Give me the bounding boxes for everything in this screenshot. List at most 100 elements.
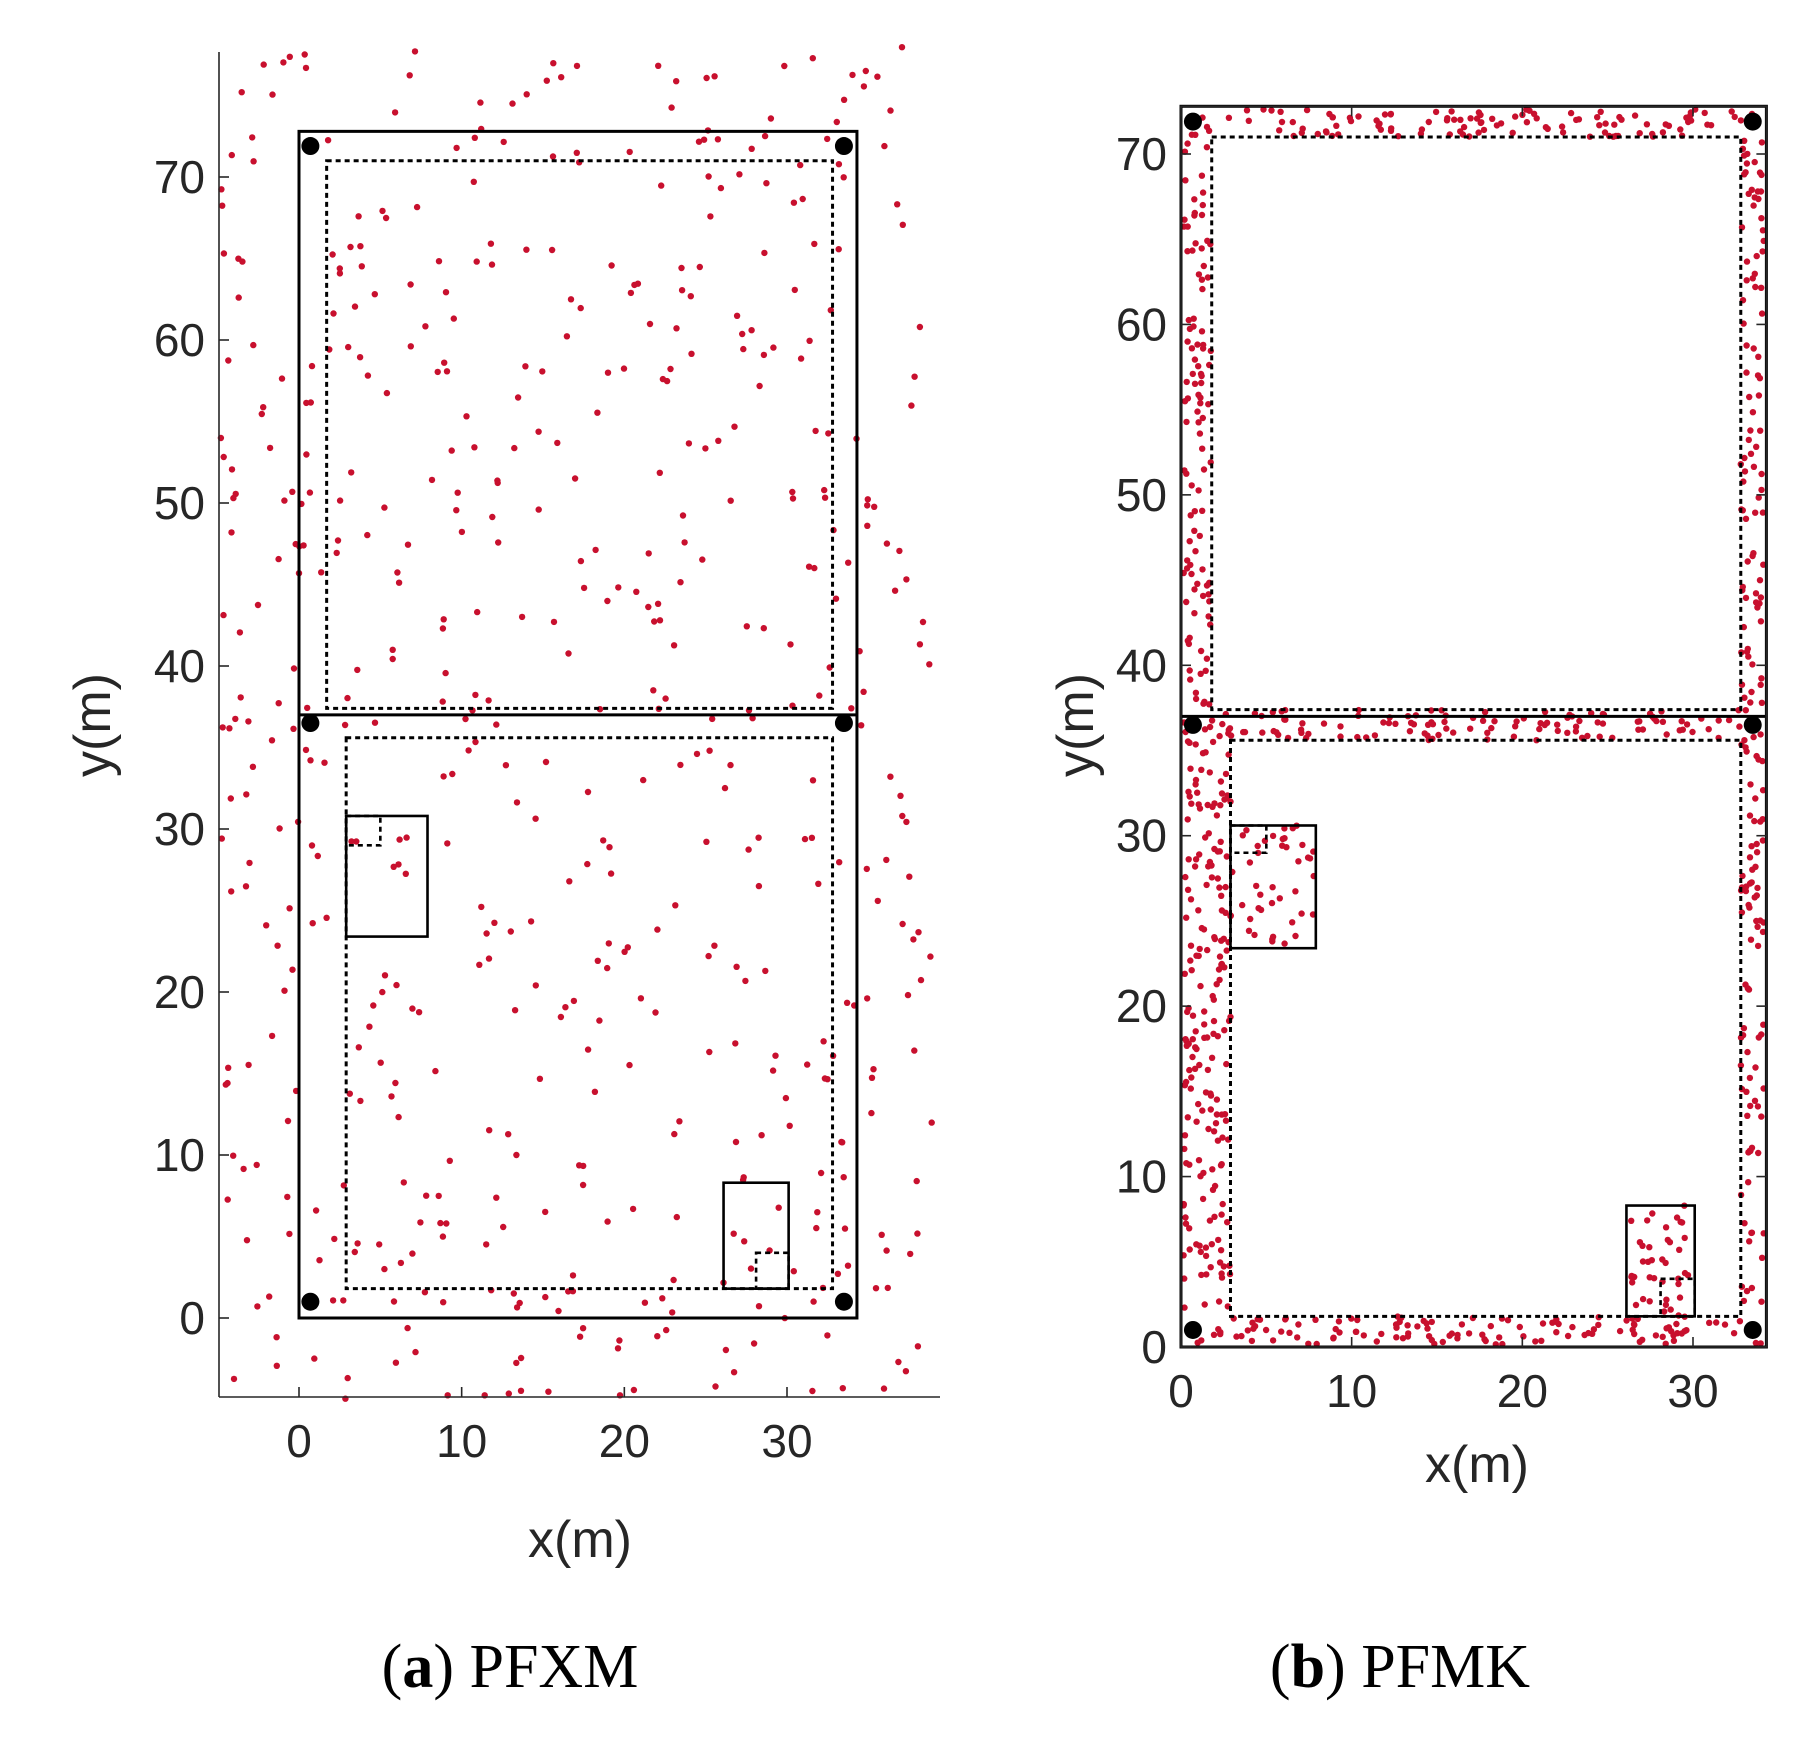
panel-b-particle — [1299, 720, 1305, 726]
panel-a-particle — [604, 965, 610, 971]
panel-b-particle — [1184, 1009, 1190, 1015]
panel-a-particle — [816, 692, 822, 698]
panel-b-particle — [1750, 409, 1756, 415]
panel-b-particle — [1488, 725, 1494, 731]
panel-a-particle — [663, 1327, 669, 1333]
panel-b-particle — [1743, 707, 1749, 713]
panel-b-particle — [1183, 599, 1189, 605]
panel-b-particle — [1520, 1333, 1526, 1339]
panel-b-particle — [1216, 733, 1222, 739]
panel-a-particle — [436, 258, 442, 264]
panel-a-particle — [899, 44, 905, 50]
panel-a-particle — [240, 1166, 246, 1172]
panel-a-particle — [323, 915, 329, 921]
panel-b-particle — [1184, 140, 1190, 146]
panel-b-particle — [1298, 727, 1304, 733]
panel-a-particle — [440, 625, 446, 631]
panel-b-particle — [1752, 894, 1758, 900]
panel-a-particle — [392, 1080, 398, 1086]
panel-a-particle — [532, 816, 538, 822]
panel-a-particle — [858, 722, 864, 728]
panel-a-particle — [797, 162, 803, 168]
panel-b-particle — [1292, 888, 1298, 894]
panel-b-particle — [1211, 1018, 1217, 1024]
panel-a-particle — [791, 200, 797, 206]
panel-a-particle — [275, 556, 281, 562]
panel-b-particle — [1755, 1150, 1761, 1156]
panel-b-particle — [1199, 245, 1205, 251]
panel-b-y-tick-label: 20 — [1116, 980, 1167, 1032]
panel-b-particle — [1204, 947, 1210, 953]
panel-a-particle — [279, 375, 285, 381]
panel-a-particle — [824, 1076, 830, 1082]
panel-b-particle — [1200, 342, 1206, 348]
panel-b-particle — [1757, 818, 1763, 824]
panel-a-particle — [584, 861, 590, 867]
panel-a-y-tick-label: 30 — [154, 803, 205, 855]
panel-a-particle — [836, 859, 842, 865]
panel-b-particle — [1192, 781, 1198, 787]
panel-a-particle — [310, 920, 316, 926]
panel-b-particle — [1182, 1082, 1188, 1088]
panel-a-anchor-point-4 — [835, 714, 853, 732]
panel-a-particle — [544, 78, 550, 84]
panel-b-particle — [1187, 667, 1193, 673]
panel-a-particle — [437, 1220, 443, 1226]
panel-a-particle — [677, 579, 683, 585]
panel-b-particle — [1663, 1325, 1669, 1331]
panel-a-particle — [506, 1390, 512, 1396]
panel-a-particle — [740, 346, 746, 352]
panel-a-particle — [245, 718, 251, 724]
panel-a-particle — [900, 222, 906, 228]
panel-b-particle — [1223, 771, 1229, 777]
panel-b-particle — [1226, 115, 1232, 121]
panel-b-particle — [1186, 641, 1192, 647]
panel-b-particle — [1382, 111, 1388, 117]
panel-a-particle — [800, 196, 806, 202]
panel-a-particle — [273, 1334, 279, 1340]
panel-a-particle — [791, 1268, 797, 1274]
panel-b-particle — [1388, 125, 1394, 131]
panel-b-particle — [1195, 907, 1201, 913]
panel-b-particle — [1190, 1013, 1196, 1019]
panel-a-particle — [562, 1004, 568, 1010]
panel-b-caption-text: PFMK — [1361, 1633, 1530, 1701]
panel-b-particle — [1305, 731, 1311, 737]
panel-a-particle — [489, 514, 495, 520]
panel-b-particle — [1193, 1119, 1199, 1125]
panel-b-particle — [1573, 724, 1579, 730]
panel-b-particle — [1217, 953, 1223, 959]
panel-b-particle — [1747, 699, 1753, 705]
panel-a-particle — [274, 1363, 280, 1369]
panel-a-particle — [340, 1297, 346, 1303]
panel-a-particle — [381, 504, 387, 510]
panel-a-particle — [514, 799, 520, 805]
panel-b-particle — [1207, 769, 1213, 775]
panel-a-particle — [657, 617, 663, 623]
panel-b-particle — [1553, 1329, 1559, 1335]
panel-b-particle — [1228, 732, 1234, 738]
panel-a-particle — [630, 1206, 636, 1212]
panel-a-particle — [407, 281, 413, 287]
panel-b-particle — [1753, 590, 1759, 596]
panel-b-particle — [1197, 946, 1203, 952]
panel-b-particle — [1330, 1335, 1336, 1341]
panel-b-particle — [1257, 892, 1263, 898]
panel-b-particle — [1524, 119, 1530, 125]
panel-b-particle — [1372, 732, 1378, 738]
panel-a-particle — [472, 692, 478, 698]
panel-b-particle — [1215, 1033, 1221, 1039]
panel-b-particle — [1632, 112, 1638, 118]
panel-a-anchors — [301, 137, 853, 1311]
panel-b-particle — [1191, 212, 1197, 218]
panel-b-particle — [1348, 118, 1354, 124]
panel-b-particle — [1651, 1275, 1657, 1281]
panel-b-particle — [1215, 848, 1221, 854]
panel-a-x-axis-label: x(m) — [528, 1511, 632, 1569]
panel-a-y-axis-label: y(m) — [64, 673, 122, 777]
panel-b-particle — [1466, 1330, 1472, 1336]
panel-b-particle — [1660, 1334, 1666, 1340]
panel-b-particle — [1278, 1328, 1284, 1334]
panel-b-anchor-point-3 — [1184, 716, 1202, 734]
panel-b-particle — [1205, 1126, 1211, 1132]
